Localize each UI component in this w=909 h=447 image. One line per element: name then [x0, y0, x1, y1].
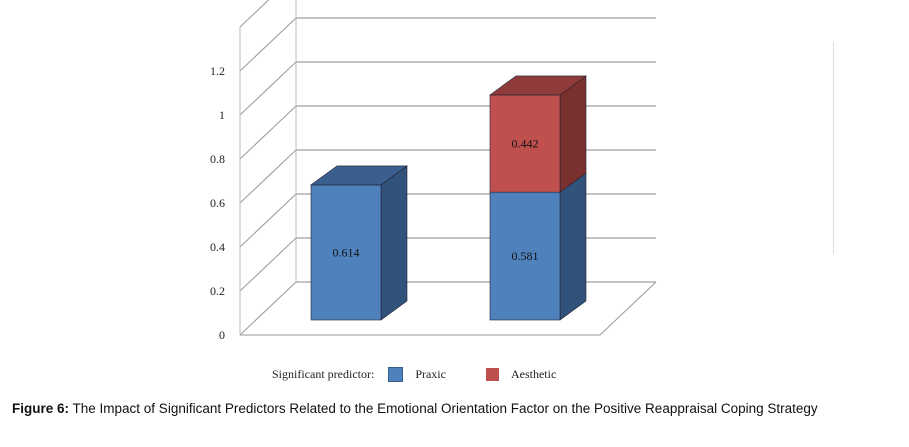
left-wall-gridline	[239, 193, 297, 248]
y-tick-label: 0.2	[210, 284, 225, 298]
divider-line	[833, 42, 834, 254]
left-wall-gridline	[239, 149, 297, 204]
left-wall-gridline	[239, 105, 297, 160]
y-tick-label: 0.6	[210, 196, 225, 210]
left-wall-gridline	[239, 0, 270, 28]
left-wall-gridline	[239, 281, 297, 336]
bar-praxic	[310, 184, 382, 321]
data-label: 0.581	[512, 249, 539, 263]
y-tick-label: 1.2	[210, 64, 225, 78]
caption-text: The Impact of Significant Predictors Rel…	[69, 401, 818, 416]
left-wall-gridline	[239, 17, 297, 72]
legend-swatch-praxic	[388, 367, 404, 382]
left-wall-gridline	[239, 61, 297, 116]
data-label: 0.442	[512, 137, 539, 151]
bar-side	[559, 172, 587, 321]
floor-edge	[240, 281, 657, 336]
y-tick-label: 0	[219, 328, 225, 342]
figure-caption: Figure 6: The Impact of Significant Pred…	[12, 400, 897, 417]
bar-top	[489, 75, 587, 96]
bar-aesthetic	[489, 94, 561, 193]
data-label: 0.614	[333, 245, 360, 259]
y-tick-label: 0.8	[210, 152, 225, 166]
bar-praxic	[489, 191, 561, 321]
legend-swatch-aesthetic	[485, 368, 499, 381]
legend: Significant predictor: Praxic Aesthetic	[272, 367, 556, 382]
bar-top	[310, 165, 408, 186]
left-wall-gridline	[239, 237, 297, 292]
y-tick-label: 0.4	[210, 240, 225, 254]
y-tick-label: 1	[219, 108, 225, 122]
bar-side	[559, 75, 587, 193]
bar-side	[380, 165, 408, 321]
legend-label-praxic: Praxic	[415, 367, 446, 381]
caption-label: Figure 6:	[12, 401, 70, 416]
legend-label-aesthetic: Aesthetic	[510, 367, 557, 381]
legend-title: Significant predictor:	[272, 367, 375, 381]
